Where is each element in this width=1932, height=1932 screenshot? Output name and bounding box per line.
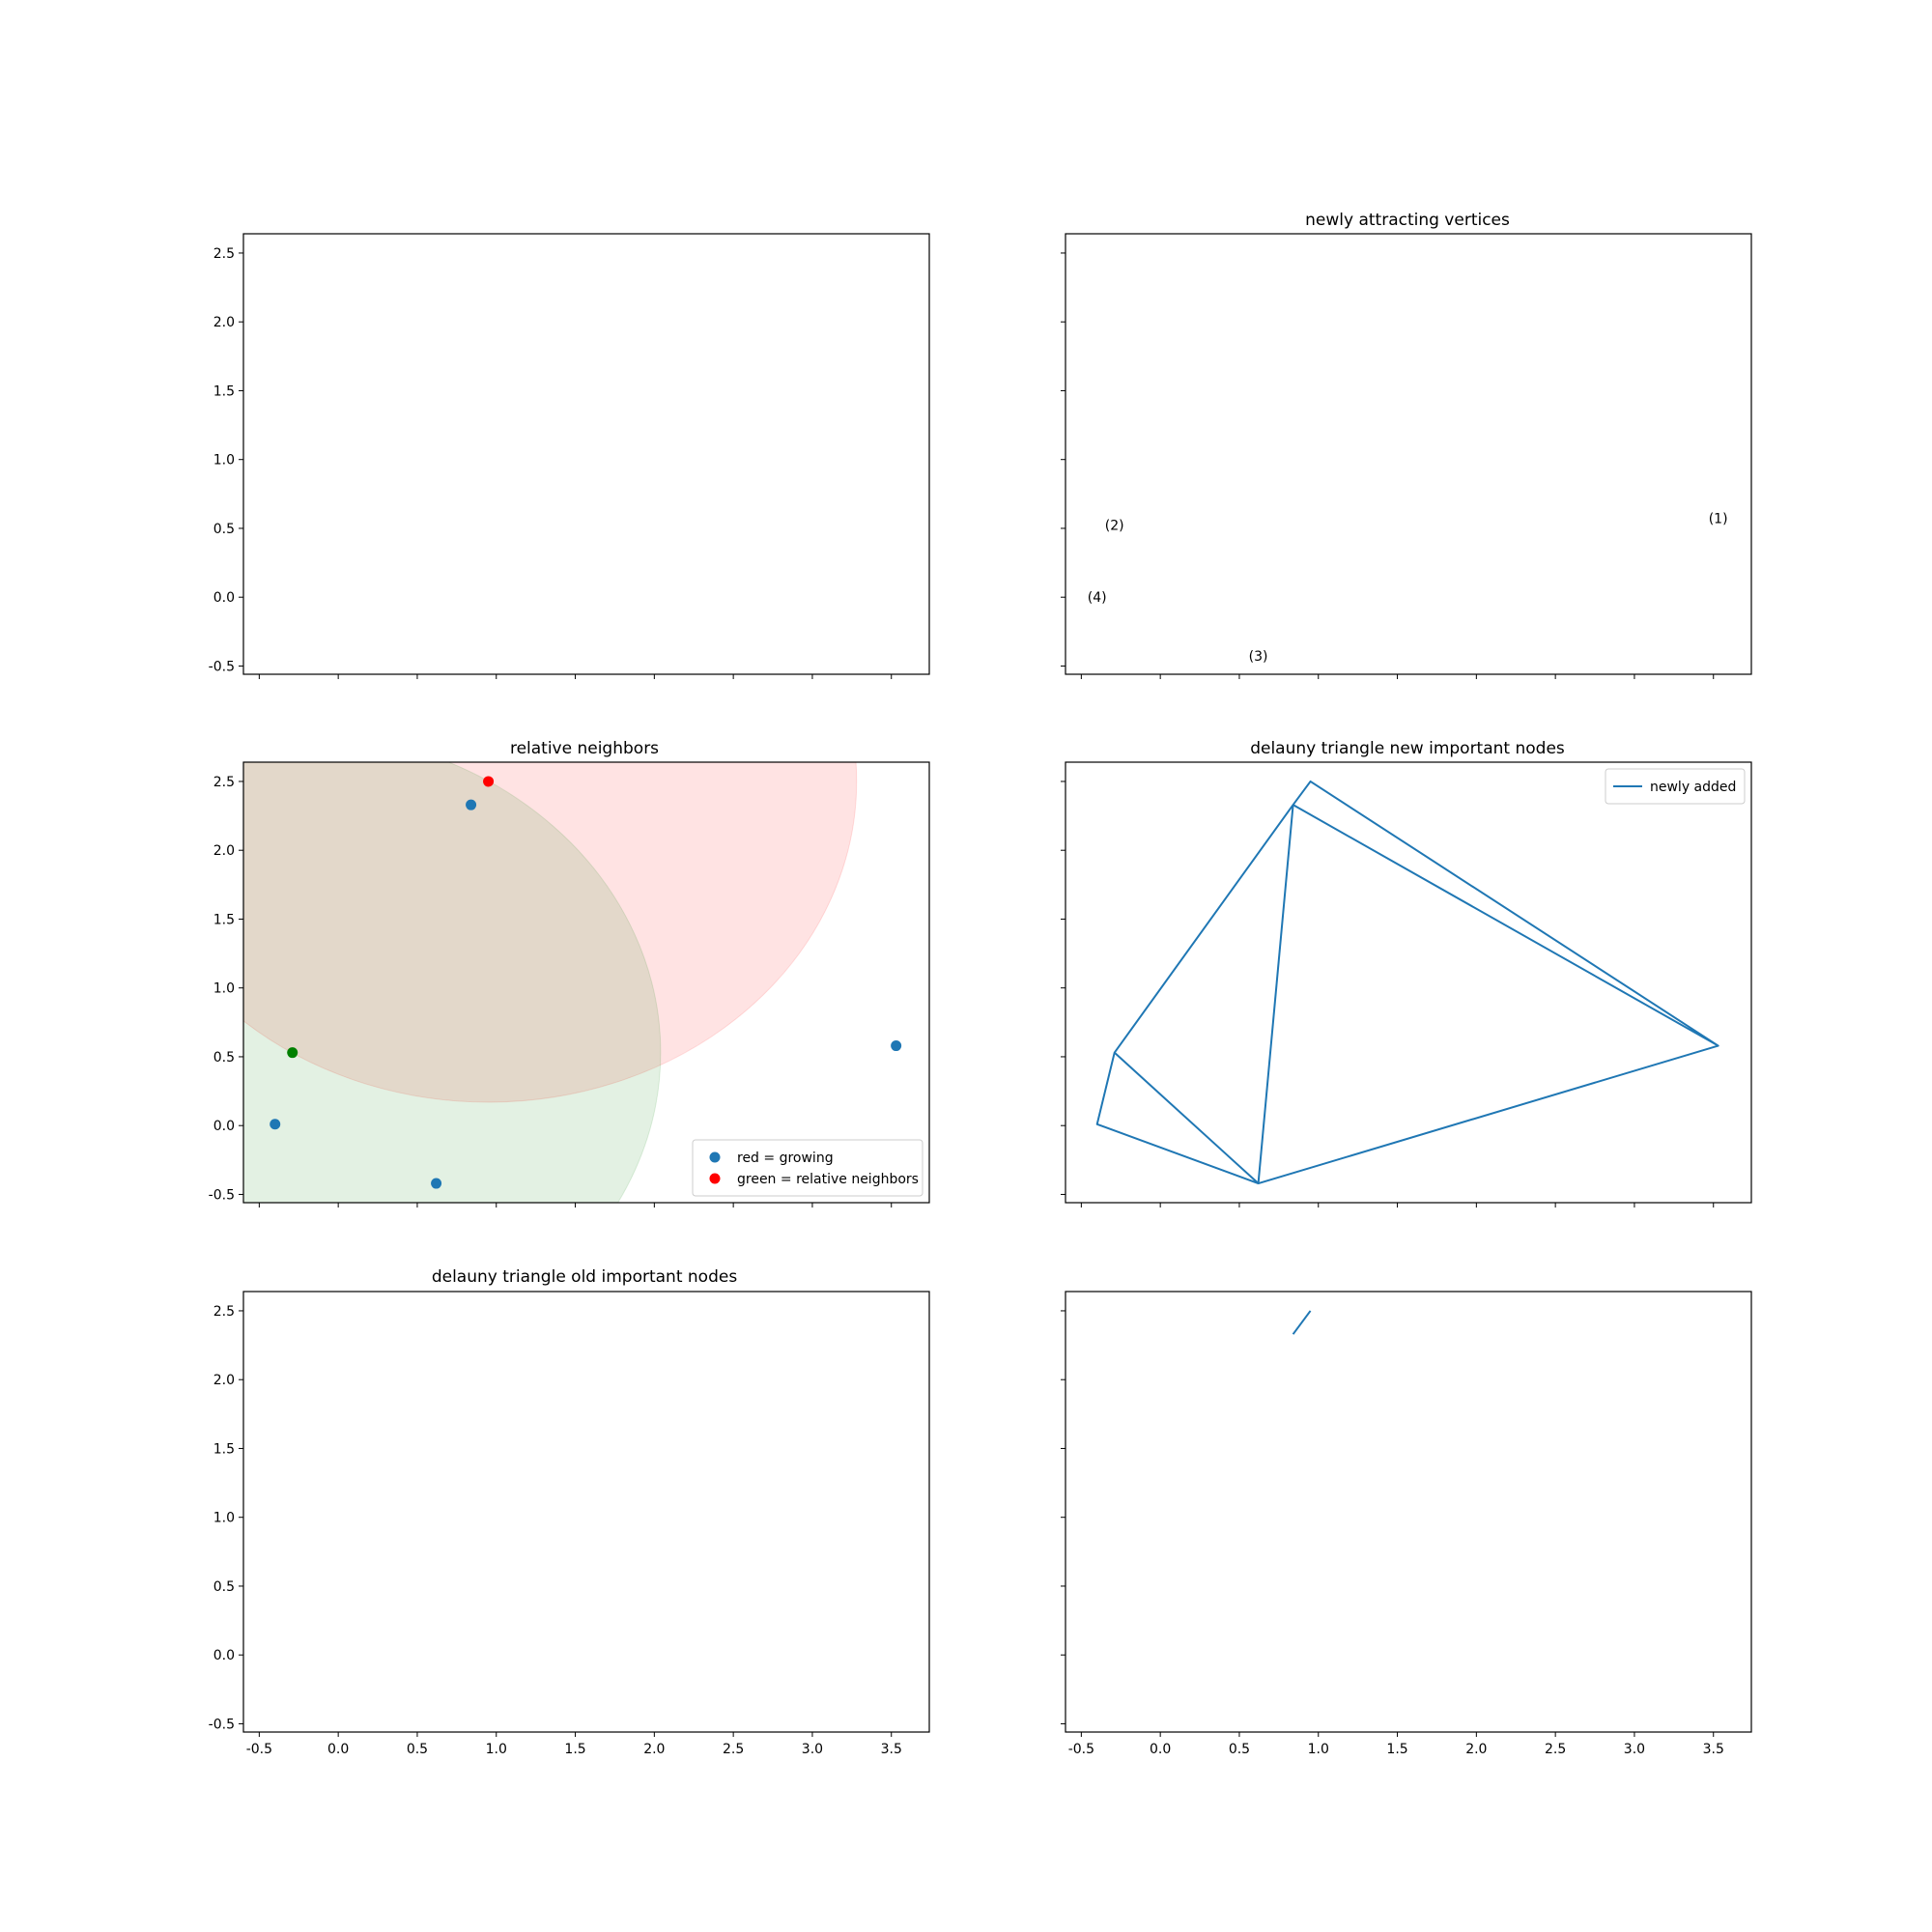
edge-line	[1292, 1310, 1312, 1335]
x-tick-label: 0.0	[327, 1742, 349, 1757]
y-tick-label: 1.5	[213, 912, 235, 927]
x-tick-label: 1.5	[1386, 1742, 1407, 1757]
legend-label: newly added	[1650, 780, 1736, 795]
y-tick-label: -0.5	[209, 1187, 235, 1203]
scatter-point	[466, 799, 477, 810]
y-tick-label: 2.5	[213, 1304, 235, 1320]
y-tick-label: 0.5	[213, 522, 235, 537]
legend: newly added	[1605, 768, 1746, 805]
vertex-annotation: (2)	[1105, 519, 1124, 534]
vertex-annotation: (4)	[1088, 590, 1107, 606]
vertex-annotation: (3)	[1249, 649, 1268, 665]
edge-line	[1095, 780, 1719, 1185]
x-tick-label: 3.0	[802, 1742, 823, 1757]
x-tick-label: 0.5	[1229, 1742, 1250, 1757]
legend-label: green = relative neighbors	[737, 1172, 919, 1187]
plot-area	[1095, 780, 1719, 1185]
radius-circle	[243, 762, 858, 1103]
legend-marker-swatch	[709, 1173, 721, 1184]
subplot-bottom-left: delauny triangle old important nodes -0.…	[209, 1267, 930, 1757]
axes-frame	[242, 1291, 930, 1733]
subplot-bottom-right: -0.5 0.0 0.5 1.0 1.5 2.0 2.5 3.0 3.5	[1061, 1291, 1752, 1757]
x-tick-label: 1.5	[564, 1742, 585, 1757]
axes-frame	[242, 233, 930, 675]
subplot-title: delauny triangle new important nodes	[1250, 739, 1565, 758]
x-tick-label: 3.5	[1703, 1742, 1724, 1757]
y-tick-label: 1.5	[213, 384, 235, 399]
legend-box	[692, 1139, 923, 1197]
axes-frame	[1065, 233, 1752, 675]
axes-frame	[1065, 761, 1752, 1204]
x-tick-label: 2.5	[1545, 1742, 1566, 1757]
legend-label: red = growing	[737, 1151, 834, 1166]
y-tick-label: 0.0	[213, 1119, 235, 1134]
y-tick-label: 1.0	[213, 1511, 235, 1526]
y-tick-label: 2.5	[213, 246, 235, 262]
subplot-top-left: -0.5 0.0 0.5 1.0 1.5 2.0 2.5	[209, 233, 930, 679]
vertex-annotation: (1)	[1709, 512, 1728, 527]
x-tick-label: 3.0	[1624, 1742, 1645, 1757]
x-tick-label: 3.5	[881, 1742, 902, 1757]
y-tick-label: 0.5	[213, 1579, 235, 1595]
radius-circle	[243, 762, 662, 1203]
x-tick-label: 1.0	[1308, 1742, 1329, 1757]
edge-line	[1114, 1051, 1260, 1184]
y-tick-label: 2.0	[213, 843, 235, 859]
y-tick-label: 1.0	[213, 981, 235, 997]
scatter-point	[891, 1040, 902, 1052]
plot-area: (1) (2) (3) (4)	[1088, 512, 1728, 666]
subplot-top-right: newly attracting vertices (1) (2) (3) (4)	[1061, 211, 1752, 679]
subplot-title: relative neighbors	[510, 739, 659, 758]
y-tick-label: 1.0	[213, 453, 235, 469]
x-tick-label: -0.5	[1068, 1742, 1094, 1757]
y-tick-label: 0.0	[213, 1648, 235, 1663]
y-tick-label: 0.5	[213, 1050, 235, 1065]
y-tick-label: -0.5	[209, 1717, 235, 1732]
y-tick-label: 2.0	[213, 1373, 235, 1388]
legend-marker-swatch	[709, 1151, 721, 1163]
x-tick-label: 2.5	[723, 1742, 744, 1757]
y-tick-label: 0.0	[213, 590, 235, 606]
subplot-title: newly attracting vertices	[1305, 211, 1510, 230]
scatter-point	[287, 1047, 298, 1059]
x-tick-label: 1.0	[486, 1742, 507, 1757]
x-tick-label: 0.5	[407, 1742, 428, 1757]
x-tick-label: 2.0	[643, 1742, 665, 1757]
y-tick-label: 2.0	[213, 315, 235, 330]
x-tick-label: -0.5	[246, 1742, 272, 1757]
y-tick-label: 2.5	[213, 775, 235, 790]
x-tick-label: 0.0	[1150, 1742, 1171, 1757]
plot-area	[1292, 1310, 1312, 1335]
legend: red = growing green = relative neighbors	[692, 1139, 923, 1197]
y-tick-label: 1.5	[213, 1441, 235, 1457]
scatter-point	[483, 776, 495, 787]
axes-frame	[1065, 1291, 1752, 1733]
legend-box	[1605, 768, 1746, 805]
subplot-middle-left: relative neighbors -0.5 0.0 0.5 1.0 1.5 2.0 2.…	[209, 739, 930, 1208]
y-tick-label: -0.5	[209, 659, 235, 674]
scatter-point	[431, 1178, 442, 1189]
subplot-title: delauny triangle old important nodes	[432, 1267, 737, 1287]
scatter-point	[270, 1119, 281, 1130]
plot-area	[243, 762, 902, 1203]
axes-frame	[242, 761, 930, 1204]
subplot-middle-right: delauny triangle new important nodes new…	[1061, 739, 1752, 1208]
edge-line	[1257, 805, 1294, 1184]
x-tick-label: 2.0	[1465, 1742, 1487, 1757]
